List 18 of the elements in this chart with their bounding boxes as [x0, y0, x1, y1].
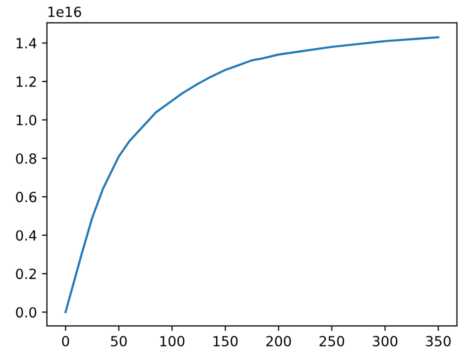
y-tick-label: 0.6	[16, 192, 36, 202]
x-tick-label: 350	[426, 336, 451, 346]
y-tick-label: 1.2	[16, 76, 36, 87]
x-tick-label: 300	[372, 336, 398, 346]
y-tick-label: 1.4	[16, 38, 36, 48]
y-tick-label: 0.0	[16, 307, 36, 318]
y-tick-label: 0.4	[16, 230, 36, 241]
line-series	[64, 36, 440, 314]
x-tick-label: 50	[111, 336, 127, 346]
x-tick-label: 200	[266, 336, 291, 346]
y-tick-label: 0.2	[16, 268, 36, 280]
x-tick-label: 150	[214, 336, 238, 346]
y-tick-label: 0.8	[16, 153, 36, 164]
y-tick-label: 1.0	[16, 114, 36, 126]
x-tick-label: 250	[320, 336, 344, 346]
text: 1e16	[48, 6, 82, 18]
x-tick-label: 0	[62, 336, 70, 346]
x-tick-label: 100	[160, 336, 184, 346]
